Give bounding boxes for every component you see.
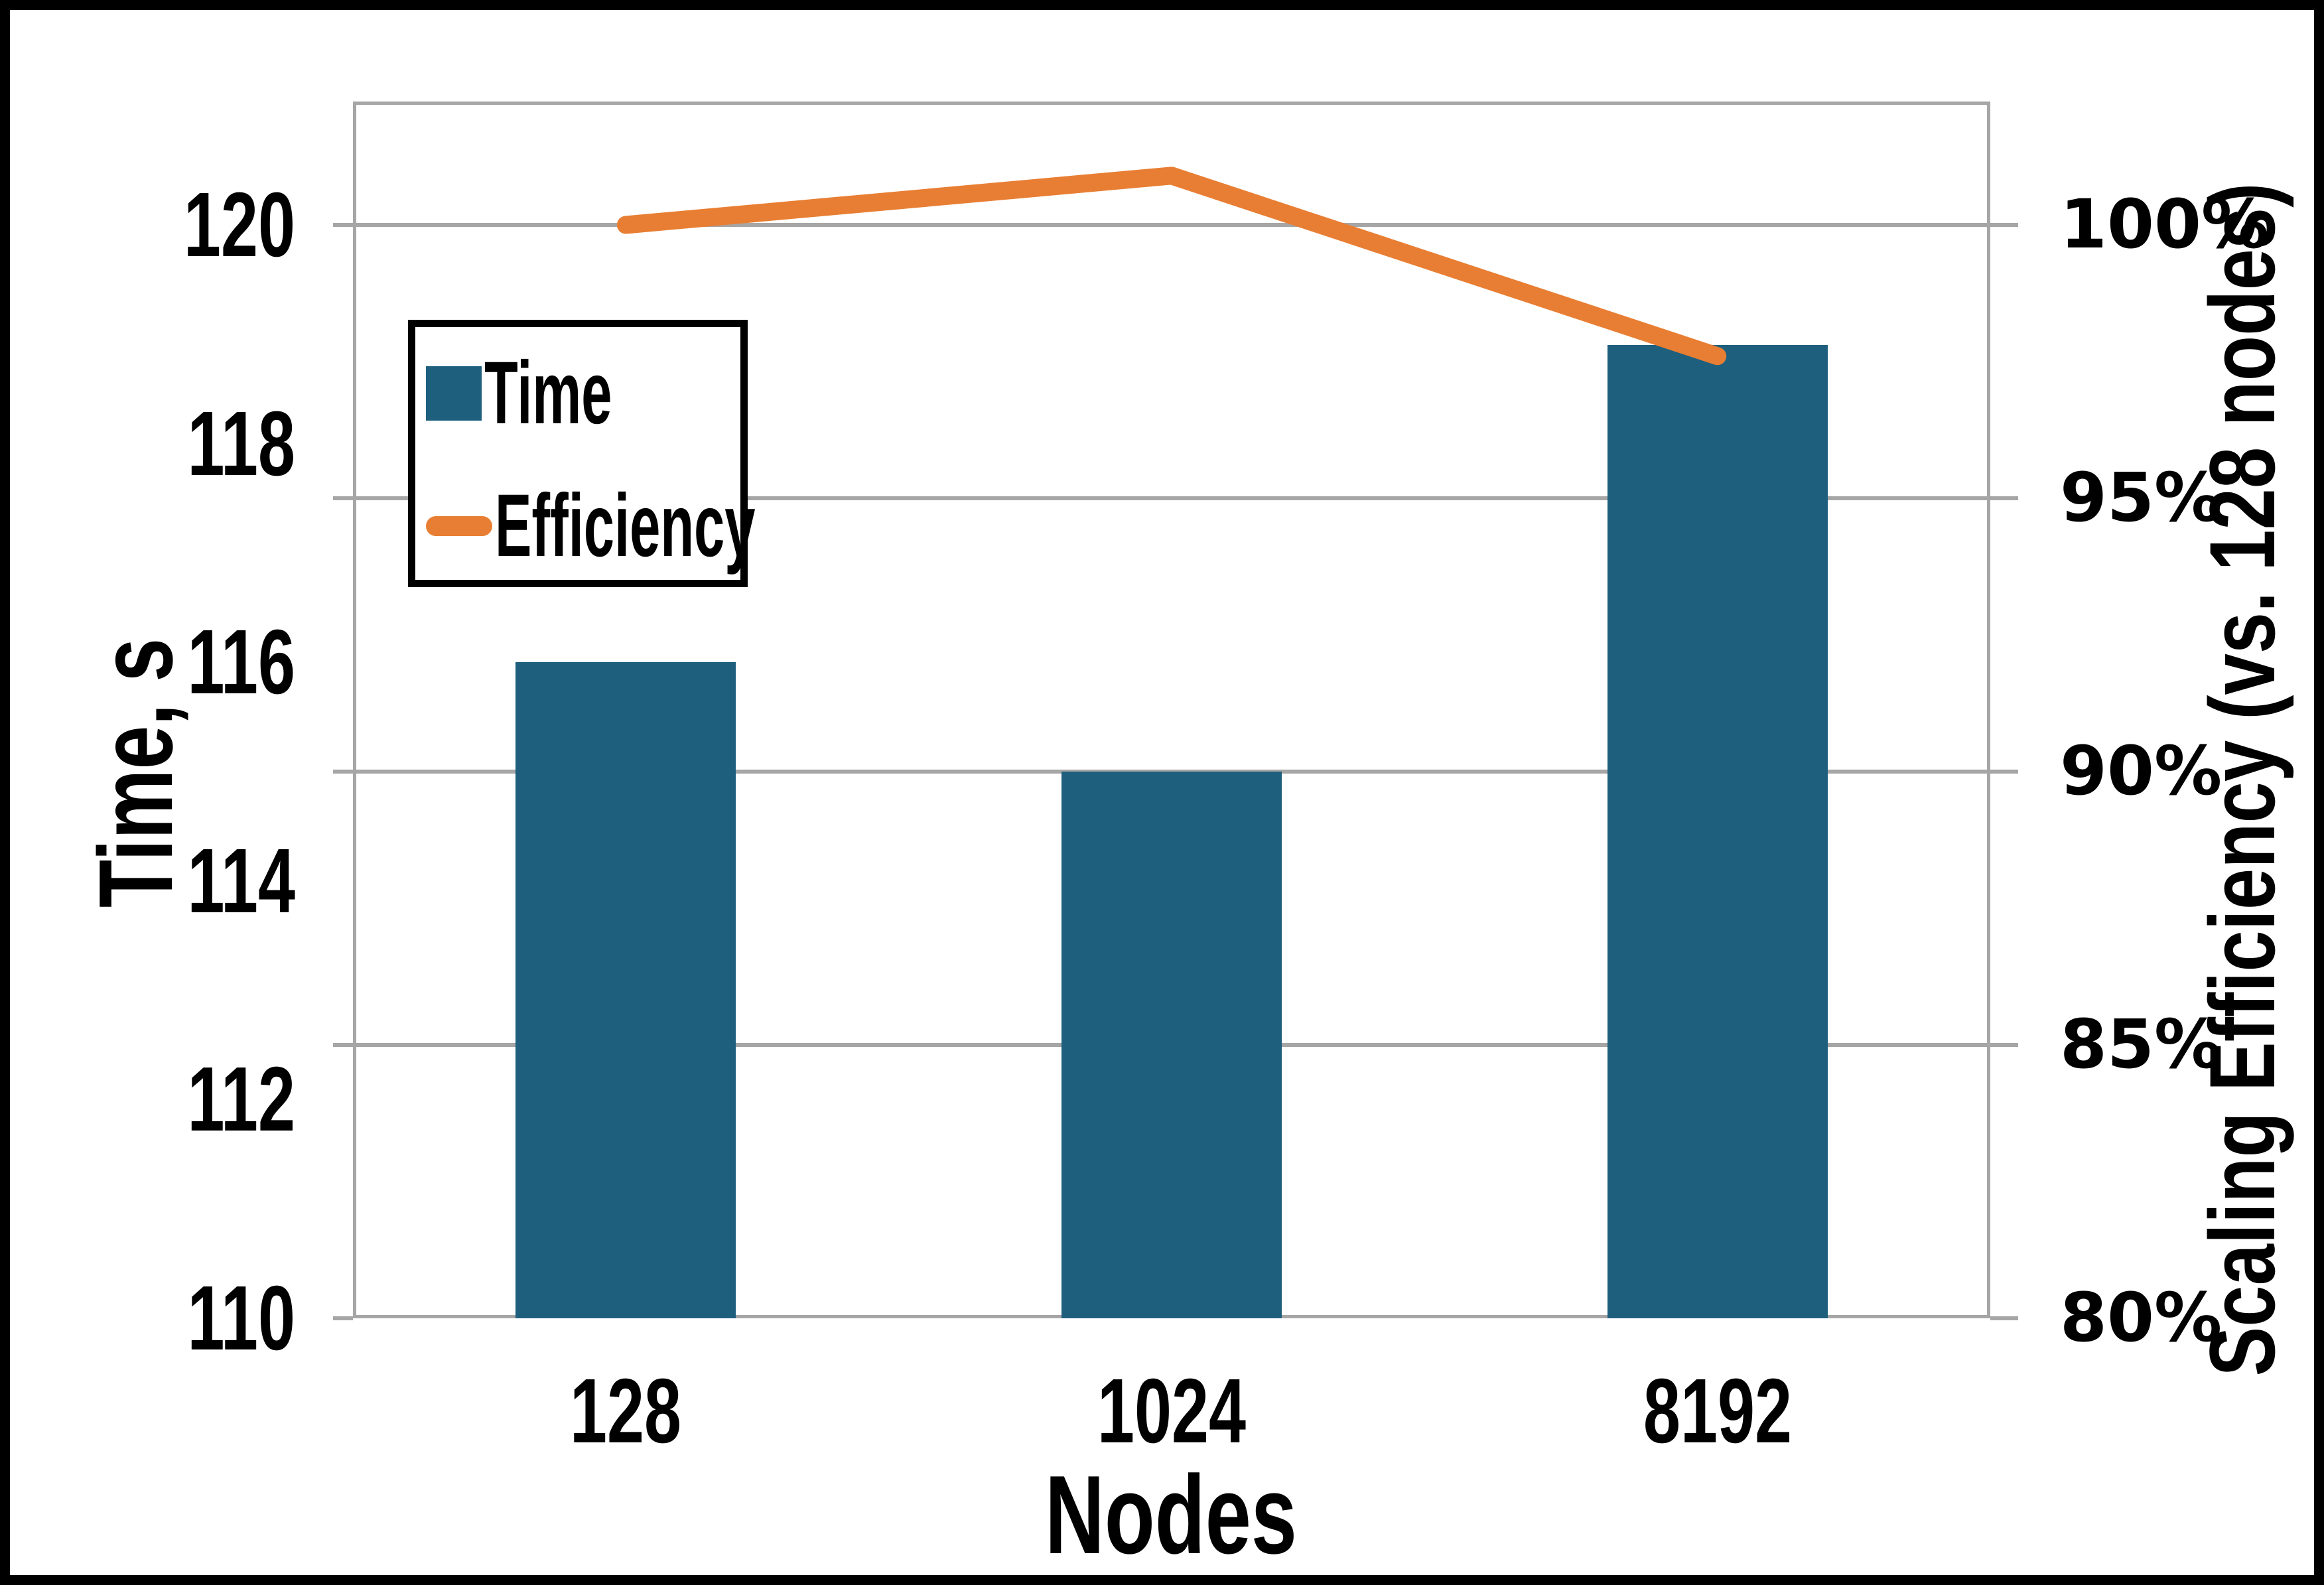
right-axis-label-90%: 90% xyxy=(2060,732,2222,811)
legend-item-label: Efficiency xyxy=(495,476,756,575)
x-axis-title: Nodes xyxy=(1045,1452,1297,1577)
right-axis-label-95%: 95% xyxy=(2060,458,2222,537)
left-axis-label-112: 112 xyxy=(187,1048,295,1151)
x-axis-label-128: 128 xyxy=(570,1360,682,1462)
bar-time-1024 xyxy=(1061,772,1282,1318)
left-axis-tick-mark xyxy=(333,770,353,774)
bar-time-8192 xyxy=(1607,345,1828,1318)
right-axis-label-100%: 100% xyxy=(2060,185,2270,264)
left-axis-label-110: 110 xyxy=(187,1267,295,1369)
bar-time-128 xyxy=(515,662,736,1318)
left-axis-tick-mark xyxy=(333,496,353,500)
right-axis-tick-mark xyxy=(1990,1043,2018,1047)
left-axis-tick-mark xyxy=(333,1043,353,1047)
x-axis-label-1024: 1024 xyxy=(1097,1360,1247,1462)
legend-item-efficiency: Efficiency xyxy=(426,480,915,573)
left-axis-label-114: 114 xyxy=(187,829,295,932)
x-axis-label-8192: 8192 xyxy=(1643,1360,1792,1462)
right-axis-tick-mark xyxy=(1990,1316,2018,1320)
left-axis-tick-mark xyxy=(333,1316,353,1320)
right-axis-tick-mark xyxy=(1990,496,2018,500)
left-axis-title: Time, s xyxy=(78,638,194,908)
gridline-95pct xyxy=(353,496,1990,500)
right-axis-tick-mark xyxy=(1990,223,2018,227)
right-axis-title: Scaling Efficiency (vs. 128 nodes) xyxy=(2190,182,2294,1377)
legend: Time Efficiency xyxy=(408,320,755,587)
left-axis-label-116: 116 xyxy=(187,611,295,714)
gridline-100pct xyxy=(353,223,1990,227)
left-axis-tick-mark xyxy=(333,223,353,227)
right-axis-label-80%: 80% xyxy=(2060,1278,2222,1357)
left-axis-label-120: 120 xyxy=(183,174,295,276)
time-series-swatch-icon xyxy=(426,366,482,421)
left-axis-label-118: 118 xyxy=(187,392,295,495)
right-axis-label-85%: 85% xyxy=(2060,1005,2222,1084)
efficiency-series-swatch-icon xyxy=(426,516,492,536)
right-axis-tick-mark xyxy=(1990,770,2018,774)
legend-item-label: Time xyxy=(484,344,612,443)
legend-item-time: Time xyxy=(426,347,690,440)
